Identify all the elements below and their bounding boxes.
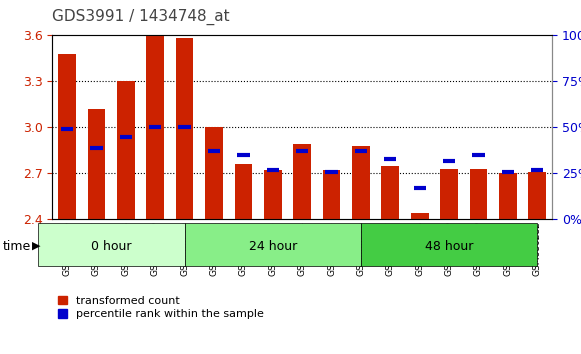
Bar [146, 35, 164, 219]
Text: 0 hour: 0 hour [91, 240, 131, 253]
Bar [469, 169, 487, 219]
Bar [88, 109, 105, 219]
Bar [264, 170, 282, 219]
Bar [293, 144, 311, 219]
Bar [322, 170, 340, 219]
Bar [352, 146, 370, 219]
Text: time: time [3, 240, 31, 252]
Bar [205, 127, 223, 219]
Text: GDS3991 / 1434748_at: GDS3991 / 1434748_at [52, 8, 230, 25]
Bar [58, 54, 76, 219]
Bar [117, 81, 135, 219]
Bar [175, 39, 193, 219]
Bar [440, 169, 458, 219]
Bar [499, 173, 517, 219]
Bar [235, 164, 252, 219]
Text: ▶: ▶ [32, 241, 41, 251]
Bar [411, 213, 429, 219]
Bar [382, 166, 399, 219]
FancyBboxPatch shape [38, 223, 185, 266]
FancyBboxPatch shape [361, 223, 537, 266]
Bar [529, 172, 546, 219]
Text: 24 hour: 24 hour [249, 240, 297, 253]
Text: 48 hour: 48 hour [425, 240, 474, 253]
Legend: transformed count, percentile rank within the sample: transformed count, percentile rank withi… [58, 296, 264, 319]
FancyBboxPatch shape [185, 223, 361, 266]
